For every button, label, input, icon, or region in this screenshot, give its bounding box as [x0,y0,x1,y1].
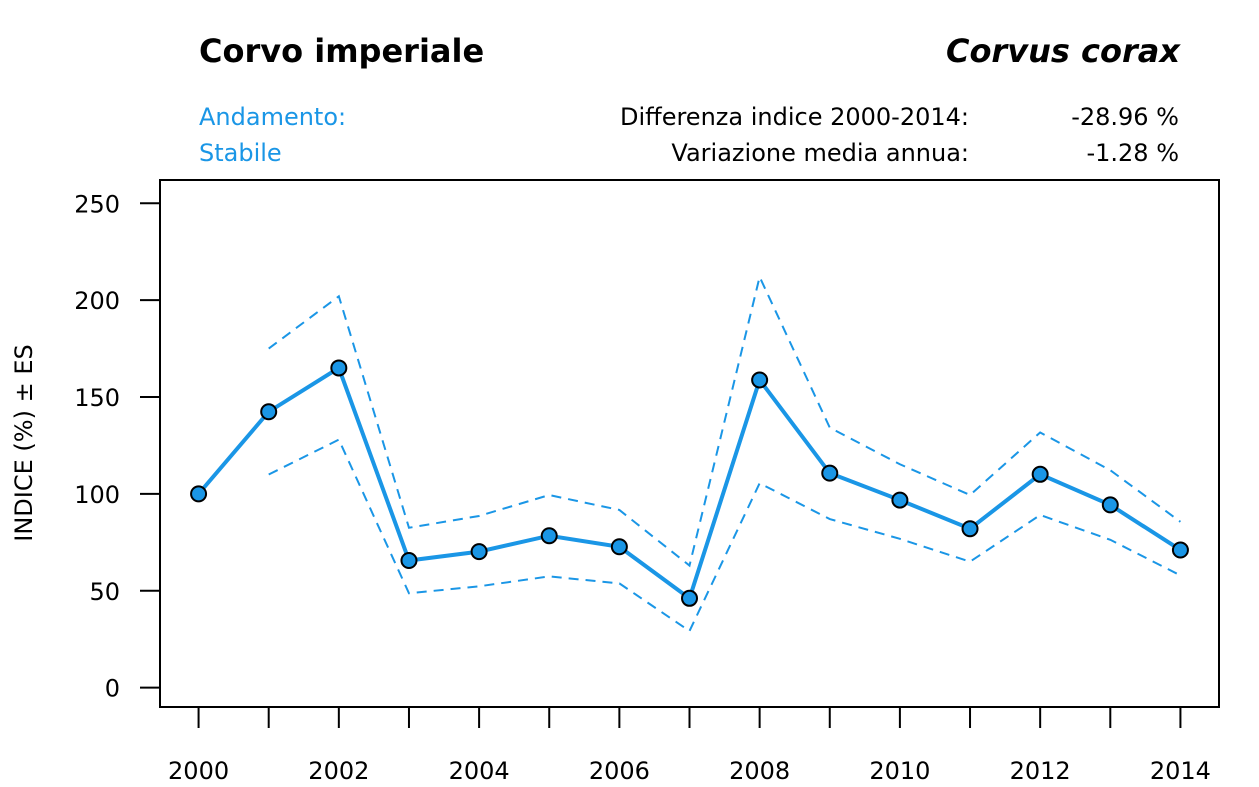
y-axis-label: INDICE (%) ± ES [10,344,38,541]
x-tick-label: 2006 [589,757,650,785]
y-tick-label: 200 [74,287,120,315]
x-tick-label: 2008 [729,757,790,785]
y-tick-label: 250 [74,190,120,218]
upper-error-line [268,273,1182,568]
plot-frame [159,179,1220,708]
y-tick-label: 50 [89,578,120,606]
data-point [1171,541,1189,559]
index-difference-label: Differenza indice 2000-2014: [620,103,969,131]
x-tick-label: 2002 [308,757,369,785]
data-point [400,552,418,570]
data-point [891,491,909,509]
data-point [540,527,558,545]
lower-error-line [268,438,1181,633]
trend-label: Andamento: [199,103,347,131]
data-point [961,520,979,538]
x-tick-label: 2012 [1010,757,1071,785]
data-point [190,485,208,503]
data-point [260,403,278,421]
annual-variation-value: -1.28 % [1086,139,1179,167]
data-point [751,371,769,389]
y-tick-label: 0 [105,675,120,703]
data-point [470,543,488,561]
x-tick-label: 2004 [449,757,510,785]
series-layer [197,273,1182,633]
data-point [1101,496,1119,514]
x-tick-label: 2014 [1150,757,1211,785]
species-scientific-name: Corvus corax [945,32,1180,70]
data-point [1031,465,1049,483]
data-point [681,589,698,607]
x-tick-label: 2010 [869,757,930,785]
y-tick-label: 150 [74,384,120,412]
index-difference-value: -28.96 % [1071,103,1179,131]
trend-value: Stabile [199,139,282,167]
x-tick-label: 2000 [168,757,229,785]
marker-layer [190,359,1189,607]
species-common-name: Corvo imperiale [199,32,485,70]
data-point [821,464,839,482]
data-point [330,359,348,377]
x-axis: 2000 2002 2004 2006 2008 2010 2012 2014 [168,707,1211,785]
y-tick-label: 100 [74,481,120,509]
y-axis: 0 50 100 150 200 250 [74,190,160,703]
data-point [610,538,628,556]
annual-variation-label: Variazione media annua: [671,139,969,167]
